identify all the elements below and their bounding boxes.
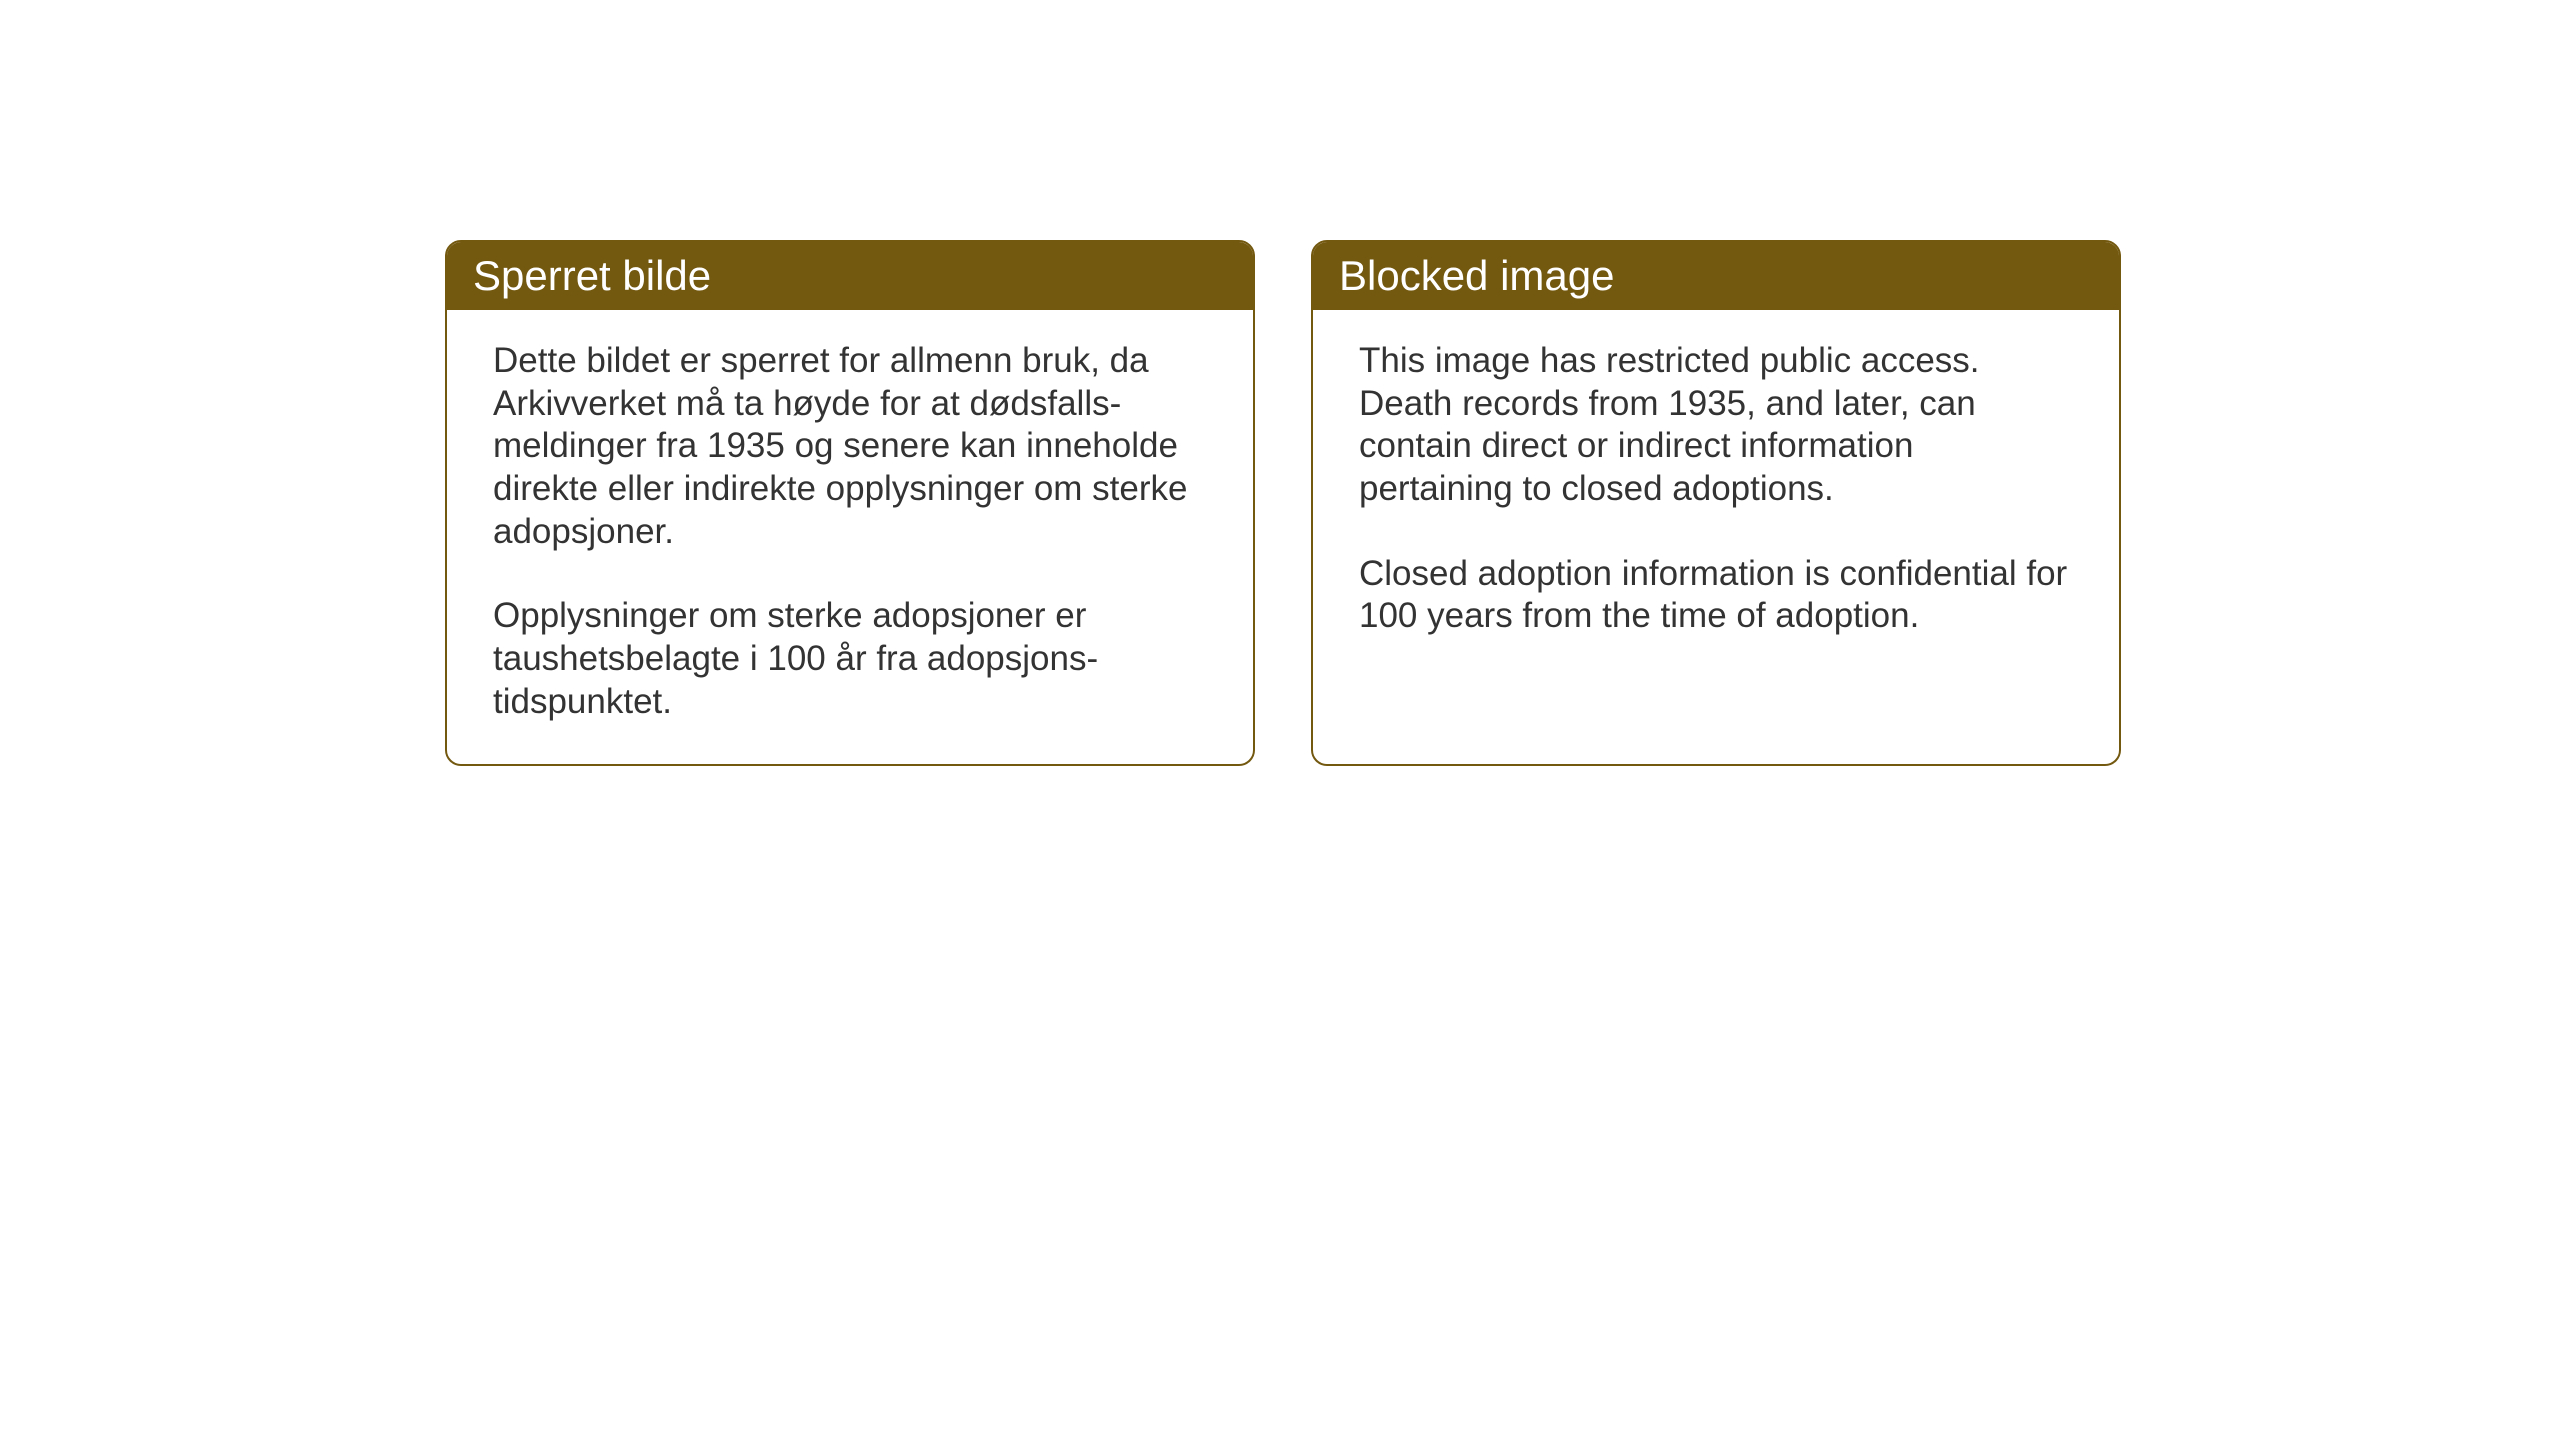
- norwegian-card-body: Dette bildet er sperret for allmenn bruk…: [447, 310, 1253, 764]
- english-paragraph-1: This image has restricted public access.…: [1359, 340, 2073, 511]
- english-card-title: Blocked image: [1313, 242, 2119, 310]
- english-notice-card: Blocked image This image has restricted …: [1311, 240, 2121, 766]
- norwegian-card-title: Sperret bilde: [447, 242, 1253, 310]
- norwegian-notice-card: Sperret bilde Dette bildet er sperret fo…: [445, 240, 1255, 766]
- norwegian-paragraph-2: Opplysninger om sterke adopsjoner er tau…: [493, 595, 1207, 723]
- english-card-body: This image has restricted public access.…: [1313, 310, 2119, 678]
- norwegian-paragraph-1: Dette bildet er sperret for allmenn bruk…: [493, 340, 1207, 553]
- english-paragraph-2: Closed adoption information is confident…: [1359, 553, 2073, 638]
- notice-container: Sperret bilde Dette bildet er sperret fo…: [445, 240, 2121, 766]
